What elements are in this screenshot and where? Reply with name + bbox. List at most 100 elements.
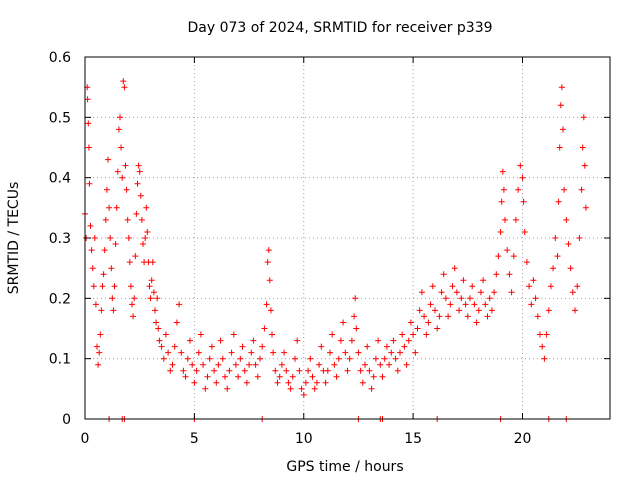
data-point [397,349,403,356]
data-point [383,343,390,350]
data-point [497,229,504,235]
data-point [252,361,259,368]
data-point [118,144,125,151]
data-point [510,253,517,260]
data-point [324,367,331,374]
data-point [357,367,364,374]
data-point [484,313,491,320]
x-tick-label: 15 [404,431,422,447]
data-point [318,343,325,350]
data-point [248,349,255,356]
data-point [300,391,307,398]
data-point [407,319,414,326]
data-point [135,162,142,169]
data-point [574,283,581,290]
data-point [541,355,548,362]
data-point [289,373,296,380]
data-point [449,283,456,290]
data-point [543,331,550,338]
data-point [143,204,150,211]
data-point [235,373,242,380]
data-point [246,361,253,368]
data-point [401,343,408,350]
data-point [283,367,290,374]
data-point [263,301,270,308]
data-point [469,283,476,290]
data-point [456,307,463,314]
x-tick-labels: 0 5 10 15 20 [81,431,532,447]
data-point [278,361,285,368]
data-point [377,361,384,368]
data-point [493,271,500,278]
data-point [113,204,120,211]
data-point [265,247,272,254]
data-point [423,331,430,338]
data-point [85,120,92,127]
data-point [532,295,539,302]
data-point [91,235,98,241]
data-point [162,331,169,338]
data-point [565,241,572,247]
data-point [153,319,160,326]
y-tick-label: 0.3 [49,231,71,247]
data-point [581,162,588,169]
data-point [451,265,458,272]
data-point [582,204,589,211]
data-point [515,186,522,193]
data-point [445,313,452,320]
data-point [333,373,340,380]
data-point [517,162,524,169]
data-point [130,313,137,320]
data-point [119,174,126,181]
data-point [526,283,533,290]
data-point [243,379,250,386]
data-point [351,313,358,320]
plot-frame [84,56,611,420]
data-point [425,319,432,326]
data-point [580,114,587,121]
data-point [84,96,91,103]
data-point [340,319,347,326]
data-point [302,379,309,386]
data-point [219,355,226,362]
x-tick-label: 20 [514,431,532,447]
data-point [134,180,141,187]
data-point [298,385,305,392]
data-point [480,277,487,284]
data-point [412,349,419,356]
data-point [381,355,388,362]
data-point [202,385,209,392]
data-point [132,253,139,260]
data-point [460,277,467,284]
data-point [158,343,165,350]
data-point [335,355,342,362]
data-point [281,349,288,356]
data-point [368,385,375,392]
x-axis-label: GPS time / hours [286,459,403,475]
data-point [96,349,103,356]
data-point [502,216,508,223]
data-point [359,379,366,386]
data-point [528,301,535,308]
data-point [504,247,511,254]
data-point [403,361,410,368]
data-point [98,307,105,314]
data-point [228,349,235,356]
data-point [488,307,495,314]
x-tick-label: 5 [190,431,199,447]
data-point [147,295,154,302]
data-point [352,295,359,302]
data-point [167,367,174,374]
data-point [129,301,135,308]
data-point [362,361,368,368]
data-point [579,144,586,151]
data-point [292,355,298,362]
y-tick-labels: 0 0.1 0.2 0.3 0.4 0.5 0.6 [49,50,71,428]
data-point [86,180,93,187]
data-point [100,271,107,278]
data-point [237,355,244,362]
y-tick-label: 0 [62,412,71,428]
data-point [498,198,505,205]
y-tick-label: 0.5 [49,110,71,126]
